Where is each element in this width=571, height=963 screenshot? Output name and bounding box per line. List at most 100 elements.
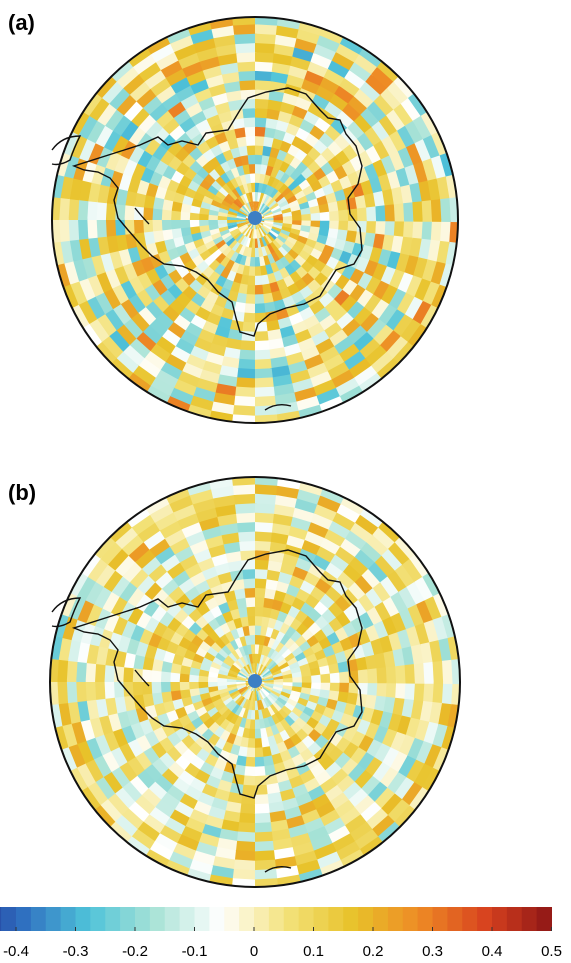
map-cell (221, 644, 232, 656)
map-cell (371, 66, 396, 90)
map-cell (255, 163, 262, 174)
map-cell (182, 628, 197, 642)
map-cell (236, 673, 247, 679)
map-cell (210, 179, 223, 191)
map-cell (293, 329, 312, 344)
map-cell (153, 263, 169, 280)
map-cell (152, 126, 171, 145)
map-cell (198, 686, 210, 695)
map-cell (276, 196, 288, 206)
map-cell (364, 694, 377, 711)
map-cell (255, 493, 278, 505)
map-cell (392, 342, 416, 367)
map-cell (168, 808, 190, 827)
map-cell (324, 529, 347, 548)
map-cell (342, 351, 366, 372)
map-cell (216, 779, 232, 793)
map-cell (96, 218, 107, 238)
map-cell (406, 143, 424, 167)
map-cell (242, 227, 250, 237)
map-cell (373, 190, 386, 208)
map-cell (150, 42, 176, 63)
map-cell (343, 814, 367, 835)
map-cell (253, 794, 269, 805)
map-cell (93, 585, 113, 609)
map-cell (430, 261, 447, 287)
map-cell (277, 779, 293, 793)
colorbar-cell (283, 907, 300, 931)
map-cell (131, 513, 157, 535)
map-cell (318, 346, 340, 364)
map-cell (115, 233, 128, 252)
map-cell (267, 705, 276, 717)
map-cell (191, 386, 216, 403)
map-cell (381, 548, 404, 572)
map-cell (304, 571, 322, 587)
map-cell (314, 387, 341, 406)
map-cell (78, 178, 92, 202)
map-cell (217, 705, 229, 716)
map-cell (249, 257, 255, 268)
map-cell (243, 303, 255, 314)
map-cell (397, 147, 415, 170)
map-cell (107, 630, 123, 651)
map-cell (253, 812, 271, 824)
map-cell (395, 682, 406, 701)
map-cell (158, 736, 175, 753)
map-cell (101, 750, 120, 773)
map-cell (234, 659, 244, 669)
map-cell (219, 522, 240, 536)
map-cell (221, 246, 232, 257)
map-cell (301, 723, 315, 737)
map-cell (347, 788, 369, 809)
map-cell (255, 51, 276, 63)
map-cell (253, 803, 270, 815)
map-cell (188, 808, 209, 825)
map-cell (372, 280, 390, 301)
map-cell (166, 321, 186, 339)
map-cell (147, 806, 170, 826)
map-cell (132, 52, 158, 75)
map-cell (372, 263, 388, 283)
map-cell (238, 184, 246, 195)
map-cell (270, 666, 281, 674)
map-cell (63, 153, 80, 179)
map-cell (413, 763, 434, 790)
map-cell (129, 827, 155, 850)
map-cell (98, 797, 122, 823)
map-cell (271, 688, 283, 695)
map-cell (269, 202, 280, 211)
map-cell (374, 601, 392, 622)
map-cell (197, 556, 216, 572)
map-cell (400, 782, 423, 808)
map-cell (255, 200, 258, 211)
map-cell (312, 554, 332, 572)
map-cell (390, 612, 407, 634)
map-cell (142, 94, 164, 115)
map-cell (144, 68, 168, 89)
map-cell (224, 337, 242, 351)
map-cell (241, 559, 257, 570)
map-cell (101, 79, 125, 104)
map-cell (254, 710, 260, 721)
map-cell (409, 552, 432, 579)
map-cell (346, 325, 368, 346)
map-cell (230, 146, 242, 159)
map-cell (278, 708, 289, 720)
map-cell (264, 217, 275, 221)
colorbar-cell (462, 907, 478, 931)
map-cell (339, 682, 350, 694)
map-cell (292, 507, 316, 523)
map-cell (72, 257, 88, 282)
map-cell (151, 587, 170, 606)
map-cell (217, 828, 239, 842)
map-cell (163, 188, 177, 202)
map-cell (217, 669, 229, 676)
map-cell (91, 803, 116, 829)
map-cell (329, 93, 350, 112)
map-cell (173, 43, 199, 61)
map-cell (234, 185, 244, 197)
map-cell (234, 840, 255, 852)
map-cell (300, 207, 312, 216)
map-cell (255, 540, 273, 552)
